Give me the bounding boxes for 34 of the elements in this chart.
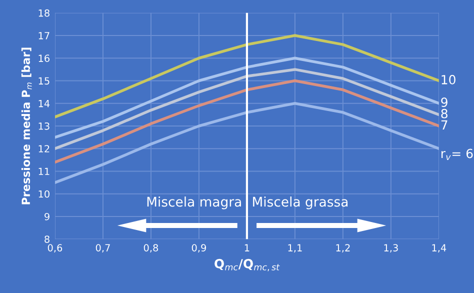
- x-tick-label: 0,8: [144, 244, 158, 252]
- line-series: [54, 79, 439, 164]
- y-tick-label: 10: [38, 190, 50, 198]
- x-tick-label: 1: [244, 244, 250, 252]
- y-tick-label: 17: [38, 32, 50, 40]
- x-tick-label: 1,2: [336, 244, 350, 252]
- x-tick-label: 1,3: [384, 244, 398, 252]
- series-label: 7: [441, 120, 448, 130]
- line-series: [54, 102, 439, 184]
- annotation: Miscela grassa: [253, 196, 348, 210]
- y-axis-title: Pressione media P$_{m}$ [bar]: [21, 48, 32, 204]
- line-series: [54, 56, 439, 139]
- series-label: 8: [441, 108, 448, 118]
- y-tick-label: 13: [38, 122, 50, 130]
- y-tick-label: 18: [38, 9, 50, 17]
- y-tick-label: 11: [38, 168, 50, 175]
- y-tick-label: 9: [44, 212, 50, 220]
- y-tick-label: 8: [44, 236, 50, 243]
- y-tick-label: 16: [38, 54, 50, 62]
- series-label: r$_{v}$= 6: [442, 148, 473, 160]
- series-label: 9: [441, 98, 448, 107]
- x-tick-label: 1,4: [432, 244, 446, 252]
- line-series: [54, 68, 439, 150]
- y-tick-label: 15: [38, 77, 50, 85]
- x-tick-label: 0,9: [192, 244, 206, 252]
- x-axis-title: Q$_{mc}$/Q$_{mc,st}$: [214, 258, 280, 272]
- y-tick-label: 12: [38, 145, 50, 152]
- x-tick-label: 0,7: [96, 244, 110, 252]
- annotation: Miscela magra: [147, 196, 241, 210]
- x-tick-label: 0,6: [48, 244, 62, 252]
- series-label: 10: [442, 74, 456, 84]
- line-series: [54, 34, 439, 118]
- y-tick-label: 14: [38, 100, 50, 108]
- x-tick-label: 1,1: [288, 244, 302, 252]
